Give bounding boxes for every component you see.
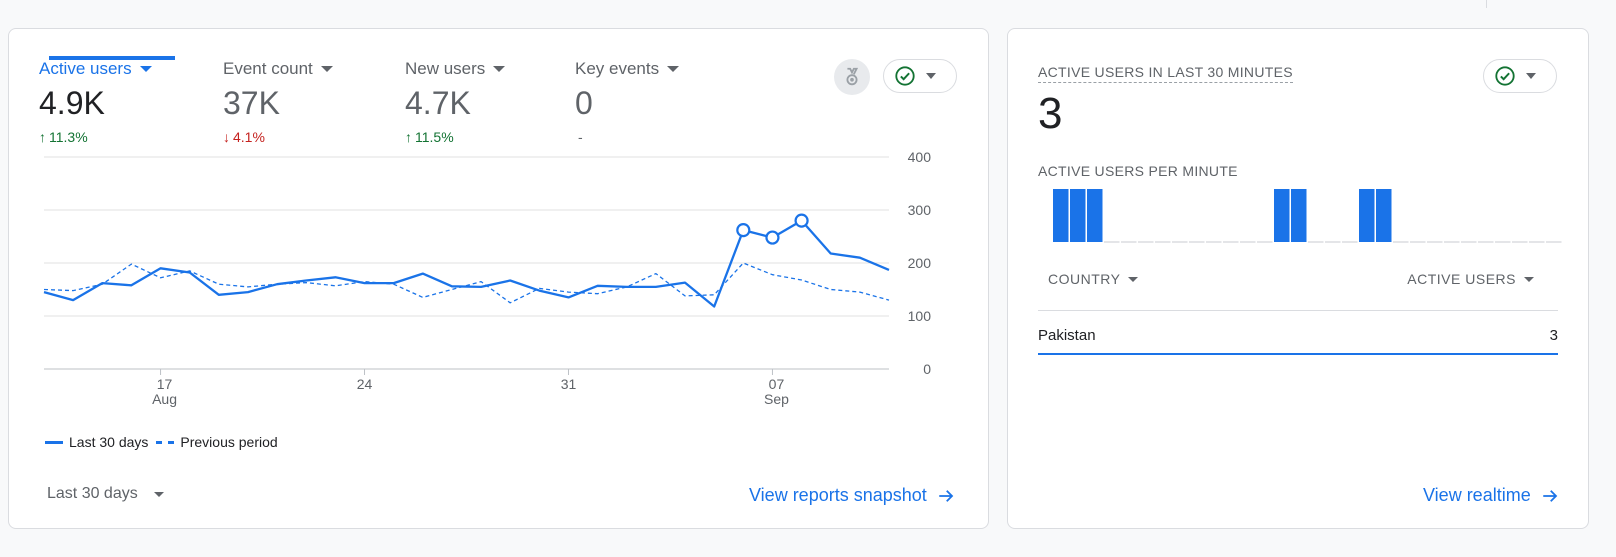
view-realtime-link[interactable]: View realtime: [1423, 485, 1559, 506]
caret-down-icon: [1524, 276, 1534, 282]
metric-active-users[interactable]: Active users 4.9K ↑ 11.3%: [39, 59, 152, 145]
check-circle-icon: [895, 66, 915, 86]
x-tick-sublabel: Sep: [764, 391, 789, 407]
metric-delta: 11.3%: [49, 129, 88, 145]
metric-label: Key events: [575, 59, 660, 78]
minute-bar: [1070, 189, 1086, 242]
status-dropdown[interactable]: [1483, 59, 1557, 93]
metric-label: New users: [405, 59, 486, 78]
column-label: ACTIVE USERS: [1407, 271, 1516, 287]
minute-bar: [1087, 189, 1103, 242]
caret-down-icon: [139, 66, 152, 72]
per-minute-bars: [1053, 189, 1562, 243]
legend-dashed-swatch: [156, 440, 175, 444]
realtime-card: ACTIVE USERS IN LAST 30 MINUTES 3 ACTIVE…: [1007, 28, 1589, 529]
metric-delta: 11.5%: [415, 129, 454, 145]
metric-value: 0: [575, 85, 593, 121]
legend-previous: Previous period: [180, 434, 278, 450]
trend-arrow-icon: ↓: [223, 129, 230, 145]
column-active-users[interactable]: ACTIVE USERS: [1407, 271, 1534, 287]
x-tick-label: 24: [357, 376, 373, 392]
minute-bar: [1359, 189, 1375, 242]
status-dropdown[interactable]: [883, 59, 957, 93]
metric-label: Event count: [223, 59, 313, 78]
y-tick-label: 0: [923, 361, 931, 377]
data-point-marker: [736, 223, 751, 238]
metric-value: 4.7K: [405, 85, 471, 121]
trend-arrow-icon: ↑: [405, 129, 412, 145]
arrow-right-icon: [939, 489, 954, 502]
column-country[interactable]: COUNTRY: [1048, 271, 1139, 287]
chart-legend: Last 30 days Previous period: [45, 434, 278, 450]
caret-down-icon: [1526, 73, 1536, 79]
metric-value: 4.9K: [39, 85, 105, 121]
x-tick-label: 31: [561, 376, 577, 392]
active-tab-indicator: [49, 56, 175, 60]
table-divider: [1038, 310, 1558, 311]
data-point-marker: [765, 230, 780, 245]
arrow-right-icon: [1542, 489, 1557, 502]
view-reports-snapshot-link[interactable]: View reports snapshot: [749, 485, 955, 506]
y-tick-label: 100: [908, 308, 932, 324]
x-tick-label: 17: [157, 376, 173, 392]
reports-card: Active users 4.9K ↑ 11.3% Event count 37K…: [8, 28, 989, 529]
metric-delta: 4.1%: [233, 129, 265, 145]
caret-down-icon: [153, 491, 164, 497]
metric-event-count[interactable]: Event count 37K ↓ 4.1%: [223, 59, 333, 145]
minute-bar: [1376, 189, 1392, 242]
series-last-30-days: [43, 219, 890, 308]
date-range-dropdown[interactable]: Last 30 days: [47, 485, 164, 503]
minute-bar: [1053, 189, 1069, 242]
x-tick-label: 07: [769, 376, 785, 392]
minute-bar: [1274, 189, 1290, 242]
metric-label: Active users: [39, 59, 132, 78]
caret-down-icon: [926, 73, 936, 79]
x-tick-sublabel: Aug: [152, 391, 177, 407]
metric-new-users[interactable]: New users 4.7K ↑ 11.5%: [405, 59, 506, 145]
link-label: View reports snapshot: [749, 485, 927, 505]
realtime-title: ACTIVE USERS IN LAST 30 MINUTES: [1038, 64, 1293, 83]
caret-down-icon: [667, 66, 680, 72]
link-label: View realtime: [1423, 485, 1531, 505]
metric-value: 37K: [223, 85, 280, 121]
caret-down-icon: [1128, 276, 1139, 282]
caret-down-icon: [320, 66, 333, 72]
date-range-label: Last 30 days: [47, 485, 138, 502]
minute-bar: [1291, 189, 1307, 242]
check-circle-icon: [1495, 66, 1515, 86]
data-point-marker: [794, 213, 809, 228]
column-label: COUNTRY: [1048, 271, 1121, 287]
metric-key-events[interactable]: Key events 0 -: [575, 59, 680, 145]
trend-arrow-icon: ↑: [39, 129, 46, 145]
caret-down-icon: [493, 66, 506, 72]
medal-icon[interactable]: [834, 59, 870, 95]
y-tick-label: 400: [908, 149, 932, 165]
y-tick-label: 300: [908, 202, 932, 218]
country-cell: Pakistan: [1038, 326, 1096, 344]
realtime-count: 3: [1038, 89, 1063, 138]
metric-delta: -: [578, 129, 583, 145]
legend-current: Last 30 days: [69, 434, 149, 450]
top-divider: [1486, 0, 1487, 8]
users-cell: 3: [1549, 326, 1558, 344]
legend-solid-swatch: [45, 440, 63, 444]
y-tick-label: 200: [908, 255, 932, 271]
table-row[interactable]: Pakistan 3: [1038, 317, 1558, 355]
per-minute-label: ACTIVE USERS PER MINUTE: [1038, 163, 1238, 179]
